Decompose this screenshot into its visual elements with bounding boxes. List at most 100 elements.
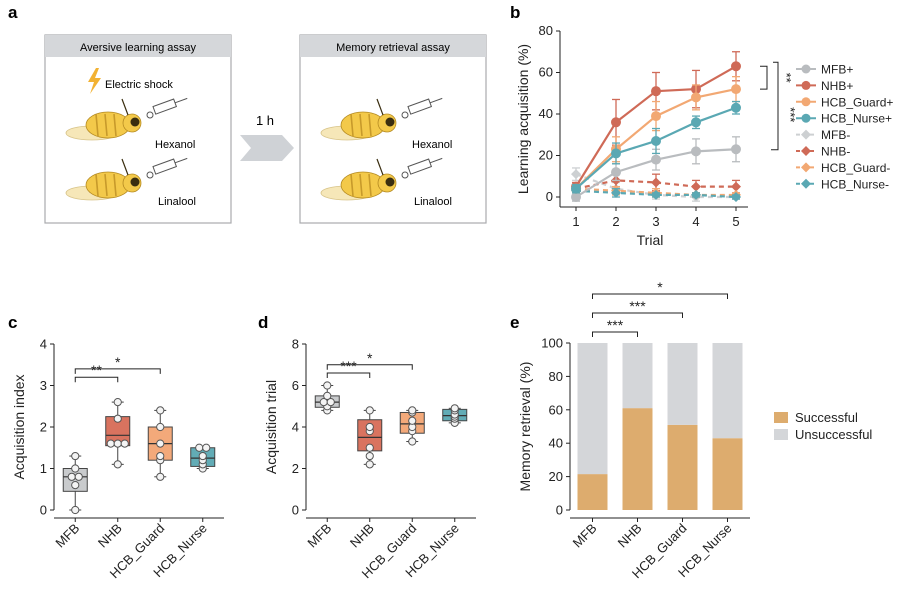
arrow-icon [240, 135, 294, 161]
schematic-panel: Aversive learning assay Memory retrieval… [44, 34, 487, 224]
bee-linalool-right-syringe-plunger [429, 157, 443, 164]
panel-label-e: e [510, 313, 519, 332]
legend-label-HCB_Guard+: HCB_Guard+ [821, 95, 893, 109]
point-NHB- [691, 181, 701, 192]
bee-linalool-left-antenna [121, 158, 129, 176]
legend-label-HCB_Guard-: HCB_Guard- [821, 161, 890, 175]
bee-hexanol-right-syringe-plunger [429, 97, 443, 104]
point-NHB+ [651, 86, 661, 97]
y-tick-label-c: 0 [40, 503, 47, 518]
legend-marker-HCB_Nurse- [801, 178, 811, 189]
bee-hexanol-left-antenna [121, 98, 129, 116]
point-NHB- [651, 177, 661, 188]
bar-Unsuccessful-NHB [622, 343, 653, 409]
legend-swatch-Successful [774, 412, 788, 423]
data-point-HCB_Guard [156, 439, 165, 448]
point-MFB+ [571, 192, 581, 202]
point-HCB_Nurse- [611, 187, 621, 198]
point-MFB+ [611, 167, 621, 178]
bee-hexanol-left-syringe-tip [146, 111, 154, 119]
significance-e-0: *** [607, 317, 624, 333]
y-tick-label-c: 1 [40, 461, 47, 476]
point-HCB_Guard+ [691, 92, 701, 103]
point-HCB_Guard+ [731, 84, 741, 95]
legend-marker-HCB_Guard- [801, 162, 811, 173]
aversive-header [45, 35, 231, 57]
data-point-NHB [365, 406, 374, 415]
shock-label: Electric shock [105, 79, 173, 91]
data-point-HCB_Guard [408, 437, 417, 446]
bar-Unsuccessful-HCB_Guard [667, 343, 698, 425]
legend-label-NHB+: NHB+ [821, 79, 853, 93]
aversive-title: Aversive learning assay [80, 42, 196, 54]
panel-label-c: c [8, 313, 17, 332]
bracket-e-0 [592, 331, 638, 337]
bracket-b-2 [771, 61, 779, 151]
legend-marker-NHB+ [801, 80, 811, 90]
significance-d-1: * [367, 350, 373, 366]
panel-label-a: a [8, 3, 18, 22]
data-point-NHB [365, 443, 374, 452]
point-HCB_Nurse+ [691, 117, 701, 128]
y-axis-label-d: Acquisition trial [263, 380, 279, 474]
data-point-HCB_Guard [156, 422, 165, 432]
bracket-c-0 [74, 376, 119, 383]
legend-marker-MFB- [801, 129, 811, 140]
lightning-icon [88, 68, 101, 94]
point-HCB_Guard+ [651, 111, 661, 122]
significance-b-1: ** [779, 73, 794, 83]
x-tick-label-d-NHB: NHB [347, 521, 377, 551]
data-point-NHB [113, 460, 122, 469]
series-line-NHB- [575, 179, 736, 190]
x-tick-label-b: 2 [612, 214, 619, 229]
legend-marker-NHB- [801, 146, 811, 156]
hexanol-label-1: Hexanol [155, 139, 195, 151]
bee-hexanol-left-eye [130, 117, 140, 127]
bee-hexanol-right-stripe [350, 113, 354, 137]
y-tick-label-e: 40 [549, 436, 563, 451]
bee-linalool-right-syringe-tip [401, 171, 409, 179]
legend-label-Unsuccessful: Unsuccessful [795, 427, 872, 442]
point-NHB- [731, 181, 741, 192]
y-tick-label-e: 60 [549, 402, 563, 417]
data-point-HCB_Nurse [195, 443, 204, 452]
bracket-e-1 [592, 312, 683, 318]
data-point-HCB_Guard [156, 472, 165, 481]
significance-c-0: ** [91, 362, 102, 378]
data-point-HCB_Guard [408, 416, 417, 425]
data-point-HCB_Nurse [202, 443, 211, 452]
bee-linalool-right [320, 157, 443, 201]
bar-Unsuccessful-MFB [577, 343, 608, 475]
bee-linalool-left-stripe [104, 173, 108, 197]
bee-hexanol-right-antenna [376, 98, 384, 116]
bee-hexanol-right-eye [385, 117, 395, 127]
point-MFB- [571, 169, 581, 180]
bar-Successful-HCB_Nurse [712, 438, 743, 510]
data-point-NHB [120, 439, 129, 448]
y-axis-label-e: Memory retrieval (%) [517, 362, 533, 492]
x-tick-label-c-MFB: MFB [52, 521, 82, 551]
y-axis-label-c: Acquisition index [11, 374, 27, 479]
point-HCB_Nurse+ [651, 135, 661, 146]
significance-d-0: *** [340, 358, 357, 374]
point-NHB+ [611, 117, 621, 128]
panel-label-d: d [258, 313, 268, 332]
y-tick-label-d: 6 [292, 378, 299, 393]
x-tick-label-b: 3 [652, 214, 659, 229]
bracket-e-2 [592, 293, 728, 299]
bee-hexanol-left-stripe [95, 113, 99, 137]
legend-label-MFB-: MFB- [821, 128, 850, 142]
point-MFB+ [731, 144, 741, 155]
bar-Successful-MFB [577, 474, 608, 510]
point-NHB+ [731, 61, 741, 72]
y-tick-label-d: 0 [292, 503, 299, 518]
legend-marker-HCB_Guard+ [801, 97, 811, 107]
data-point-MFB [323, 391, 332, 400]
x-tick-label-b: 5 [732, 214, 739, 229]
x-tick-label-e-NHB: NHB [615, 521, 645, 551]
data-point-HCB_Guard [156, 406, 165, 415]
y-tick-label-b: 40 [539, 106, 553, 121]
